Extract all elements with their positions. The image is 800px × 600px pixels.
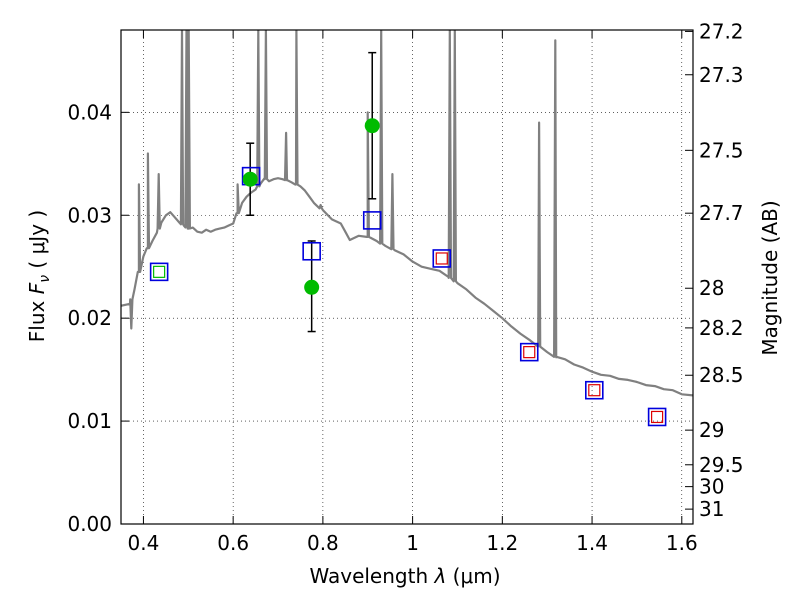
y-tick-label: 0.01 xyxy=(67,409,112,433)
right-tick-label: 28.2 xyxy=(699,316,744,340)
y-tick-label: 0.04 xyxy=(67,100,112,124)
observed-band-square xyxy=(435,252,448,265)
model-band-square xyxy=(585,380,604,400)
x-axis-label: Wavelength λ (μm) xyxy=(309,564,500,588)
x-tick-label: 0.4 xyxy=(128,531,160,555)
right-tick-label: 28.5 xyxy=(699,363,744,387)
plot-frame xyxy=(120,29,694,525)
x-axis-ticks: 0.4 0.6 0.8 1 1.2 1.4 1.6 xyxy=(128,30,698,555)
right-tick-label: 27.5 xyxy=(699,138,744,162)
right-tick-label: 29 xyxy=(699,418,724,442)
right-axis-label: Magnitude (AB) xyxy=(758,200,782,355)
right-tick-label: 30 xyxy=(699,475,724,499)
observed-band-square xyxy=(153,265,166,278)
model-spectrum xyxy=(121,30,693,397)
right-tick-label: 27.2 xyxy=(699,19,744,43)
x-tick-label: 1 xyxy=(406,531,419,555)
x-tick-label: 0.6 xyxy=(217,531,249,555)
x-tick-label: 1.6 xyxy=(666,531,698,555)
measured-flux-point xyxy=(364,118,380,134)
y-tick-label: 0.03 xyxy=(67,203,112,227)
right-tick-label: 28 xyxy=(699,276,724,300)
measured-flux-point xyxy=(242,171,258,187)
y-tick-label: 0.00 xyxy=(67,512,112,536)
x-tick-label: 1.2 xyxy=(486,531,518,555)
observed-band-square xyxy=(651,410,664,424)
y-axis-label: Flux Fν ( μJy ) xyxy=(25,210,53,342)
x-tick-label: 0.8 xyxy=(307,531,339,555)
right-tick-label: 27.7 xyxy=(699,201,744,225)
model-band-square xyxy=(647,407,667,427)
model-band-square xyxy=(149,262,169,282)
measured-flux-point xyxy=(304,279,320,295)
model-spectrum-line xyxy=(121,30,693,397)
model-band-square xyxy=(519,342,539,362)
grid xyxy=(121,30,693,525)
y-tick-label: 0.02 xyxy=(67,306,112,330)
y-axis-ticks: 0.00 0.01 0.02 0.03 0.04 xyxy=(67,100,129,536)
photometry-points xyxy=(149,51,667,427)
right-tick-label: 29.5 xyxy=(699,453,744,477)
x-tick-label: 1.4 xyxy=(576,531,608,555)
observed-band-square xyxy=(588,384,601,397)
observed-band-square xyxy=(523,346,536,359)
model-band-square xyxy=(432,249,452,268)
right-tick-label: 31 xyxy=(699,497,724,521)
right-tick-label: 27.3 xyxy=(699,63,744,87)
model-band-square xyxy=(302,241,321,261)
model-band-square xyxy=(362,211,382,230)
